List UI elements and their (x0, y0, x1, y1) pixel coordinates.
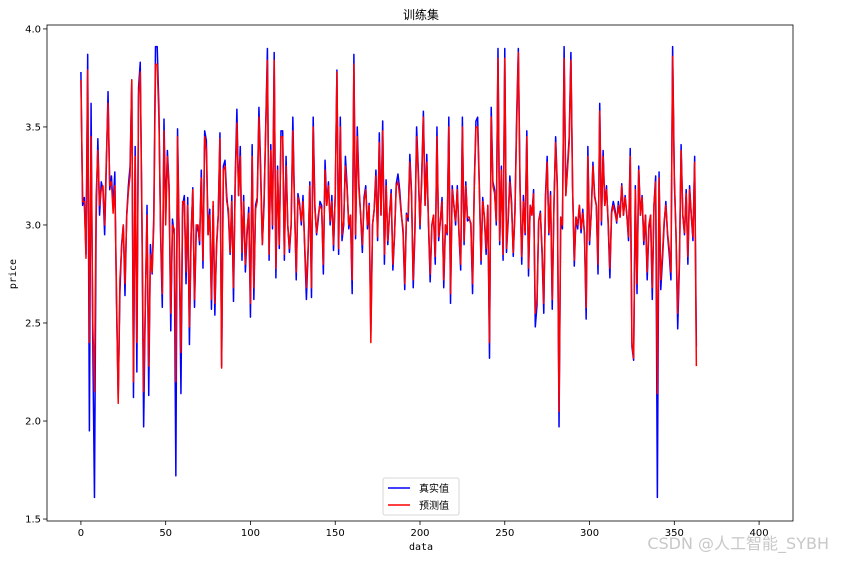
x-tick-label: 250 (495, 528, 514, 539)
legend-label-2: 预测值 (419, 499, 449, 512)
y-tick-label: 2.0 (25, 417, 41, 428)
y-tick-label: 3.0 (25, 220, 41, 231)
watermark-text: CSDN @人工智能_SYBH (647, 534, 829, 553)
plot-area: 0 50 100 150 200 250 300 350 400 1.5 2.0 2.5 3.0 3.5 4… (25, 24, 794, 539)
series-line-2 (80, 51, 698, 412)
legend-label-1: 真实值 (419, 482, 449, 495)
x-tick-label: 300 (580, 528, 599, 539)
x-axis-label: data (409, 542, 433, 553)
y-tick-label: 1.5 (25, 515, 41, 526)
y-tick-label: 4.0 (25, 24, 41, 35)
chart-title: 训练集 (403, 7, 439, 22)
x-tick-label: 200 (410, 528, 429, 539)
x-tick-label: 0 (78, 528, 84, 539)
y-axis-label: price (8, 259, 19, 289)
x-tick-label: 100 (241, 528, 260, 539)
y-tick-label: 2.5 (25, 318, 41, 329)
x-tick-label: 350 (665, 528, 684, 539)
y-tick-label: 3.5 (25, 122, 41, 133)
x-tick-label: 150 (326, 528, 345, 539)
x-tick-label: 50 (159, 528, 172, 539)
x-tick-label: 400 (750, 528, 769, 539)
